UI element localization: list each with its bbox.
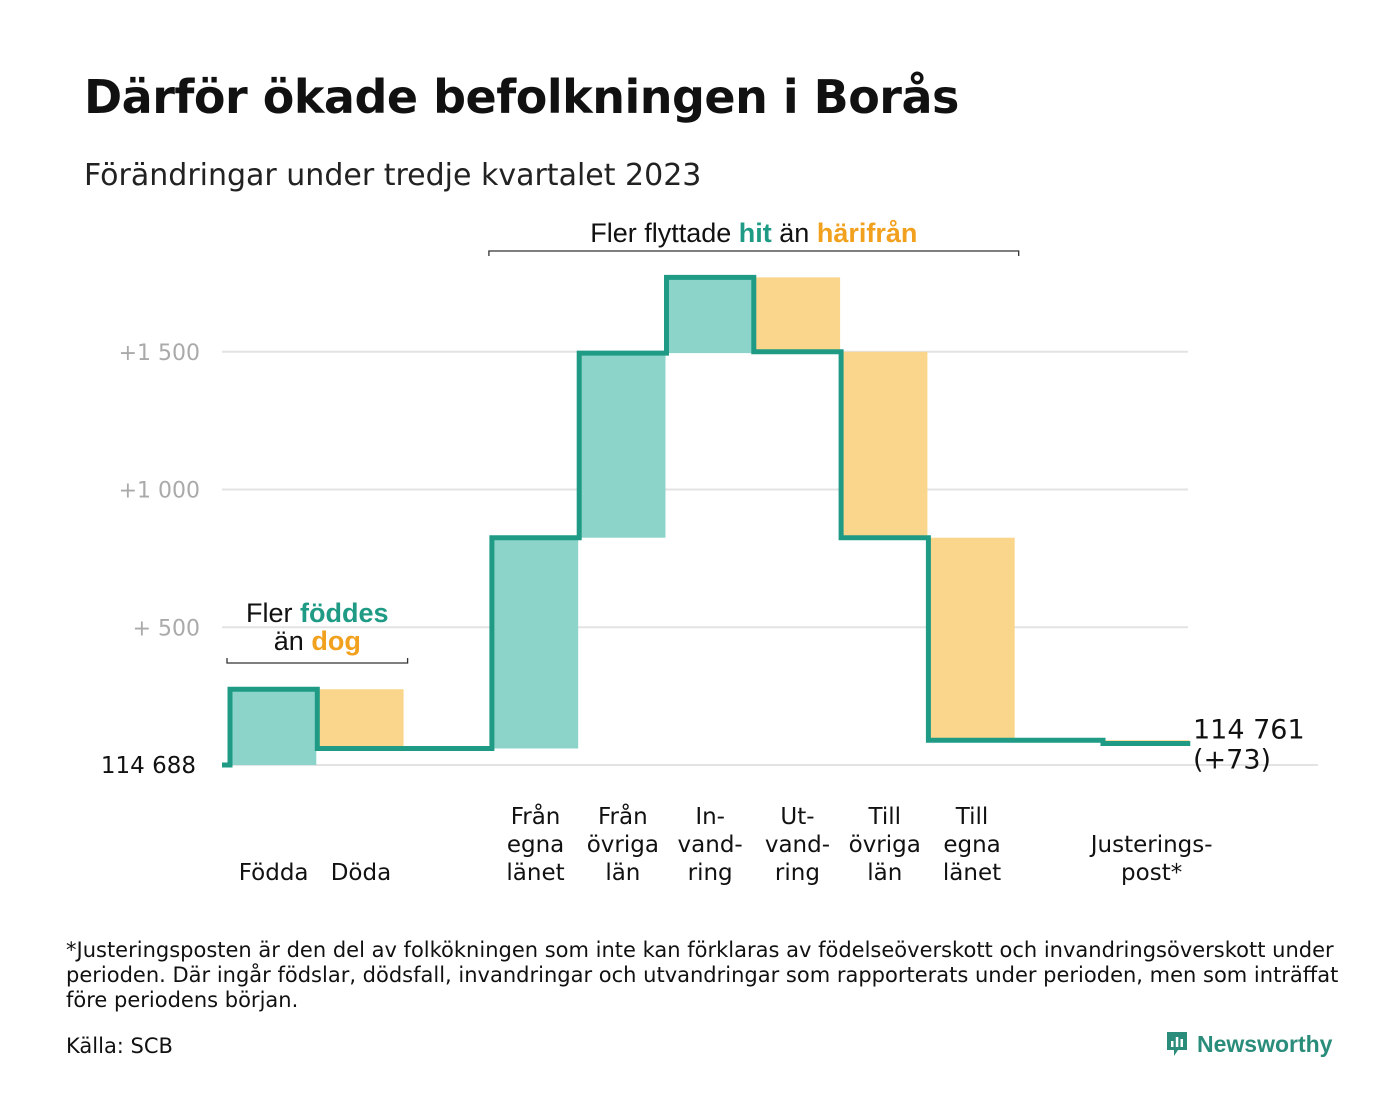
inflow-bar	[230, 689, 317, 765]
category-label: Till	[867, 804, 901, 830]
category-label: Till	[955, 804, 989, 830]
category-label: In-	[695, 804, 725, 830]
outflow-bar	[841, 351, 928, 538]
annotation-bracket	[488, 250, 1020, 256]
category-label: vand-	[765, 832, 830, 858]
category-label: vand-	[678, 832, 743, 858]
y-tick-label: +1 500	[119, 341, 200, 366]
end-change-label: (+73)	[1193, 745, 1271, 776]
inflow-bar	[491, 537, 579, 749]
annotation-bracket	[226, 658, 409, 664]
source-note: Källa: SCB	[66, 1034, 173, 1058]
baseline-label: 114 688	[101, 753, 196, 779]
category-label: ring	[775, 860, 820, 886]
category-label: län	[605, 860, 640, 886]
outflow-bar	[753, 277, 841, 352]
y-tick-label: + 500	[133, 616, 200, 641]
category-label: egna	[507, 832, 564, 858]
outflow-bar	[317, 689, 404, 749]
category-label: länet	[506, 860, 564, 886]
end-value-label: 114 761	[1193, 715, 1305, 746]
category-label: Justerings-	[1089, 832, 1213, 858]
footnote: *Justeringsposten är den del av folkökni…	[66, 938, 1339, 1012]
annotation-births-line1: Fler föddes	[246, 598, 389, 628]
inflow-bar	[666, 277, 753, 354]
cumulative-step-line	[222, 274, 1191, 768]
category-label: övriga	[849, 832, 921, 858]
category-label: Födda	[239, 860, 309, 886]
brand-name: Newsworthy	[1197, 1030, 1333, 1057]
category-label: länet	[943, 860, 1001, 886]
category-label: ring	[688, 860, 733, 886]
annotation-migration: Fler flyttade hit än härifrån	[590, 218, 917, 248]
chart-title: Därför ökade befolkningen i Borås	[84, 70, 959, 124]
newsworthy-logo-icon	[1167, 1032, 1187, 1056]
outflow-bar	[928, 537, 1015, 741]
y-tick-label: +1 000	[119, 479, 200, 504]
category-label: Från	[598, 802, 648, 830]
category-label: egna	[943, 832, 1000, 858]
category-label: län	[867, 860, 902, 886]
category-label: Döda	[331, 860, 391, 886]
category-label: Från	[511, 802, 561, 830]
inflow-bar	[579, 353, 666, 538]
annotation-births-line2: än dog	[274, 626, 361, 656]
category-label: övriga	[587, 832, 659, 858]
category-label: Ut-	[780, 804, 814, 830]
chart-subtitle: Förändringar under tredje kvartalet 2023	[84, 158, 702, 193]
category-label: post*	[1121, 860, 1182, 886]
brand-logo: Newsworthy	[1165, 1030, 1332, 1058]
